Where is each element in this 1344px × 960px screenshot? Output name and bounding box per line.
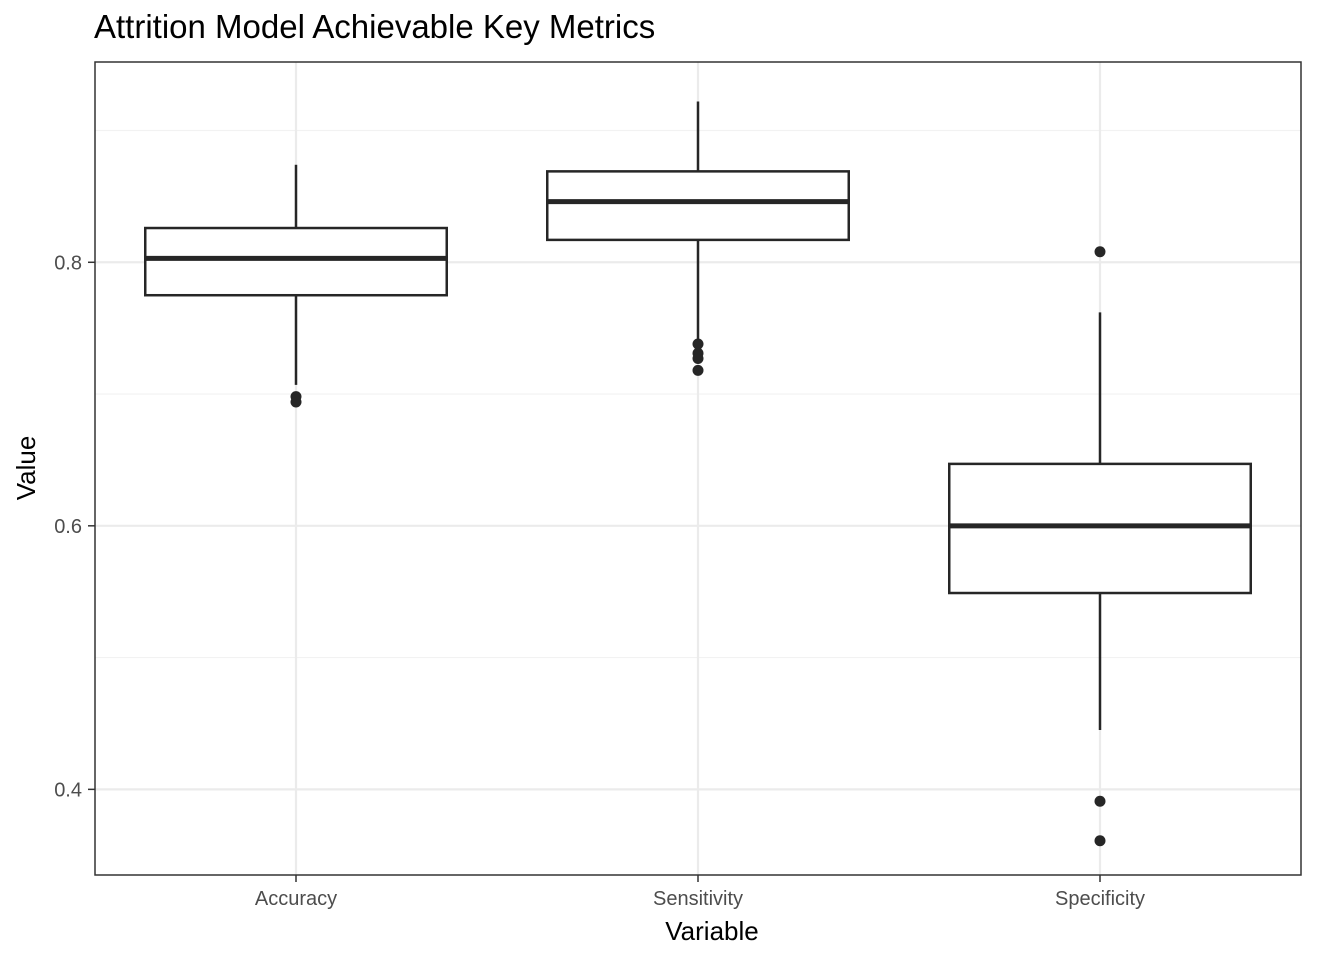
x-tick-label: Sensitivity <box>653 888 743 910</box>
outlier-point <box>692 364 704 376</box>
chart-title: Attrition Model Achievable Key Metrics <box>94 8 656 45</box>
boxplot-series <box>144 101 1252 847</box>
x-tick-label: Specificity <box>1055 888 1145 910</box>
y-tick-label: 0.6 <box>54 516 82 538</box>
x-tick-label: Accuracy <box>255 888 337 910</box>
outlier-point <box>290 396 302 408</box>
iqr-box <box>546 170 850 242</box>
outlier-point <box>1094 795 1106 807</box>
outlier-point <box>1094 246 1106 258</box>
x-axis-title: Variable <box>665 916 758 946</box>
box-sensitivity <box>546 101 850 376</box>
box-accuracy <box>144 164 448 408</box>
y-axis-title: Value <box>11 436 41 501</box>
iqr-box <box>144 226 448 297</box>
outlier-point <box>692 352 704 364</box>
box-specificity <box>948 246 1252 847</box>
y-tick-label: 0.8 <box>54 252 82 274</box>
iqr-box <box>948 462 1252 595</box>
y-tick-label: 0.4 <box>54 779 82 801</box>
axes: 0.4 0.6 0.8 Accuracy Sensitivity Specificity <box>54 252 1145 910</box>
outlier-point <box>692 338 704 350</box>
outlier-point <box>1094 835 1106 847</box>
